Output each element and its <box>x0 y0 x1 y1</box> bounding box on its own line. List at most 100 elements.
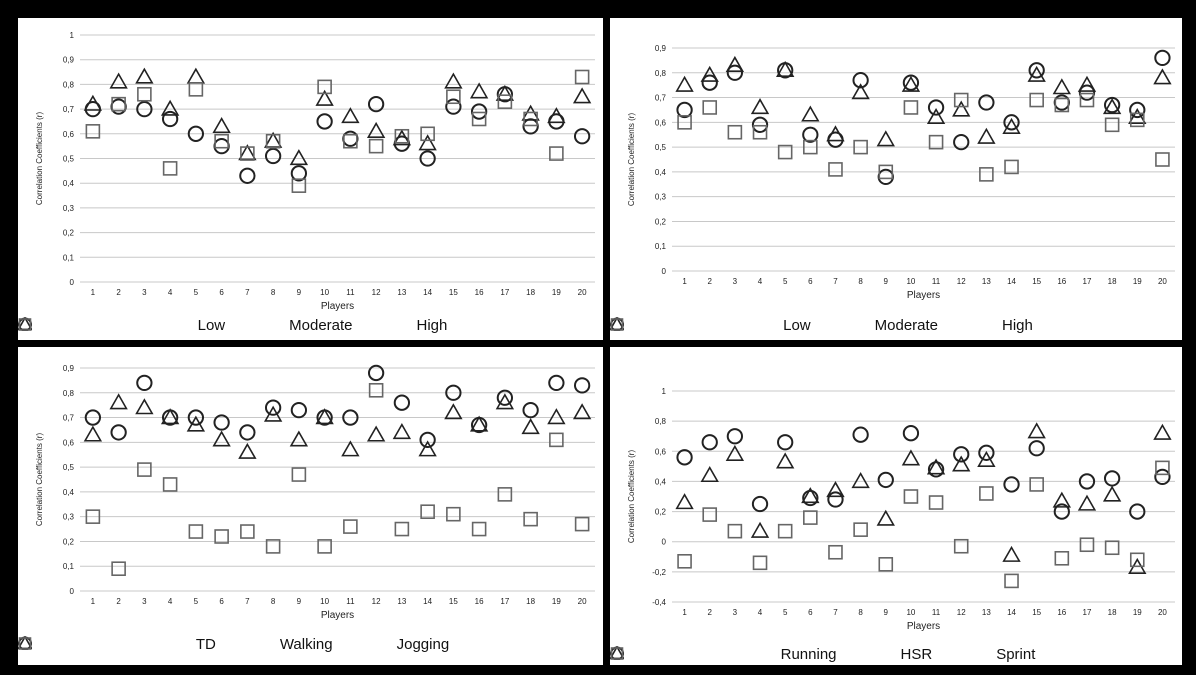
y-tick-label: 0,1 <box>63 562 75 571</box>
data-point-triangle <box>1052 78 1072 95</box>
y-tick-label: 0,6 <box>63 130 75 139</box>
data-point-square <box>727 124 743 140</box>
x-tick-label: 15 <box>1032 277 1041 286</box>
data-point-circle <box>161 110 179 128</box>
data-point-circle <box>701 74 718 91</box>
y-tick-label: 0,6 <box>655 118 667 127</box>
legend-label: Moderate <box>289 317 353 334</box>
x-tick-label: 1 <box>91 288 96 297</box>
data-point-square <box>85 124 101 139</box>
data-point-square <box>702 100 718 115</box>
y-tick-label: 0,8 <box>655 417 667 426</box>
data-point-square <box>162 477 178 492</box>
series-high <box>85 69 590 193</box>
data-point-circle <box>676 101 693 119</box>
chart-panel-1: 0 0,1 0,2 0,3 0,4 0,5 0,6 0,7 0,8 0,9 1 1 2 3 4 5 6 7 8 9 10… <box>18 18 603 340</box>
square-marker-icon <box>610 647 986 662</box>
data-point-square <box>853 139 868 155</box>
y-tick-label: 0,4 <box>63 179 75 188</box>
series-moderate <box>83 67 592 166</box>
data-point-circle <box>1103 470 1121 487</box>
x-tick-label: 4 <box>168 597 173 606</box>
x-tick-label: 9 <box>297 288 302 297</box>
x-tick-label: 18 <box>526 288 535 297</box>
x-tick-label: 13 <box>982 277 991 286</box>
data-point-circle <box>213 414 230 431</box>
x-tick-label: 4 <box>758 277 763 286</box>
data-point-circle <box>751 116 769 133</box>
y-tick-label: 0,2 <box>63 229 75 238</box>
data-point-square <box>727 523 743 539</box>
data-point-circle <box>1053 503 1070 520</box>
data-point-triangle <box>572 87 592 104</box>
legend-item: Low <box>610 317 811 334</box>
data-point-square <box>752 555 768 571</box>
data-point-triangle <box>469 82 489 99</box>
legend-item: Moderate <box>610 317 939 334</box>
x-tick-label: 16 <box>475 597 484 606</box>
data-point-square <box>1029 92 1044 108</box>
legend-item: Sprint <box>610 646 1035 663</box>
x-tick-label: 1 <box>91 597 96 606</box>
y-tick-label: 0 <box>70 587 75 596</box>
x-axis-label: Players <box>321 301 354 312</box>
data-point-triangle <box>238 442 257 459</box>
x-tick-label: 14 <box>1007 277 1016 286</box>
x-tick-label: 3 <box>733 277 738 286</box>
data-point-circle <box>802 126 819 143</box>
x-tick-label: 2 <box>116 597 121 606</box>
data-point-circle <box>726 428 744 445</box>
y-tick-label: 0,7 <box>63 414 75 423</box>
data-point-circle <box>187 125 205 142</box>
y-tick-label: 0,9 <box>655 44 667 53</box>
x-tick-label: 7 <box>245 288 250 297</box>
x-tick-label: 12 <box>372 597 381 606</box>
data-point-triangle <box>418 440 437 457</box>
y-tick-label: 0,4 <box>655 477 667 486</box>
legend-item: Walking <box>18 636 333 653</box>
legend-item: Low <box>18 317 225 334</box>
data-point-triangle <box>1002 117 1021 134</box>
data-point-triangle <box>1002 545 1021 562</box>
x-tick-label: 20 <box>578 288 587 297</box>
data-point-circle <box>1078 473 1096 490</box>
data-point-circle <box>877 471 894 489</box>
legend-label: Moderate <box>874 317 939 334</box>
legend-label: TD <box>195 636 216 653</box>
data-point-square <box>1004 573 1019 589</box>
data-point-circle <box>110 98 127 115</box>
data-point-circle <box>290 165 308 182</box>
data-point-circle <box>978 94 995 111</box>
x-tick-label: 19 <box>1133 277 1142 286</box>
x-tick-label: 14 <box>1007 608 1016 617</box>
x-tick-label: 10 <box>906 277 915 286</box>
x-tick-label: 17 <box>1083 608 1092 617</box>
data-point-square <box>549 146 564 161</box>
data-point-triangle <box>83 94 103 111</box>
data-point-triangle <box>1102 98 1122 115</box>
x-tick-label: 18 <box>1108 608 1117 617</box>
data-point-square <box>420 504 435 520</box>
data-point-square <box>446 506 461 522</box>
data-point-triangle <box>1077 75 1097 92</box>
data-point-triangle <box>109 393 128 410</box>
data-point-triangle <box>675 75 694 92</box>
x-axis-label: Players <box>907 621 940 632</box>
data-point-circle <box>902 425 920 442</box>
data-point-square <box>903 489 919 504</box>
data-point-square <box>291 467 307 482</box>
data-point-square <box>240 146 255 161</box>
data-point-triangle <box>851 83 870 100</box>
x-tick-label: 3 <box>733 608 738 617</box>
data-point-circle <box>110 424 127 441</box>
data-point-triangle <box>1027 65 1046 82</box>
data-point-triangle <box>572 403 592 420</box>
x-tick-label: 14 <box>423 288 432 297</box>
data-point-circle <box>573 377 591 394</box>
y-tick-label: 1 <box>70 31 75 40</box>
data-point-circle <box>676 449 693 466</box>
data-point-square <box>111 561 126 576</box>
chart-plot-2: 00,10,20,30,40,50,60,70,80,91 2 3 4 5 6 7 8 9 10 1… <box>627 44 1175 301</box>
data-point-square <box>368 382 384 398</box>
legend-label: Jogging <box>396 636 450 653</box>
